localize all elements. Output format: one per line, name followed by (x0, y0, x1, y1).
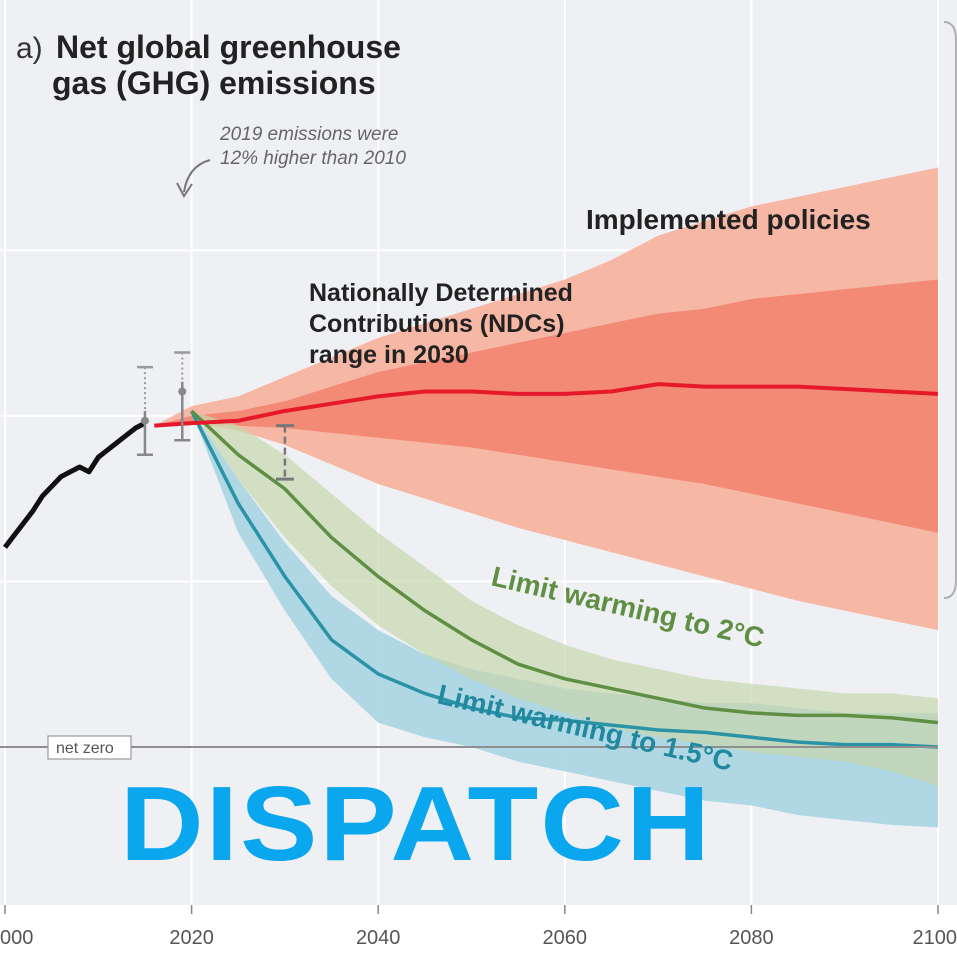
x-tick-label-1: 2020 (169, 927, 214, 949)
ndc-label-line2: Contributions (NDCs) (309, 310, 565, 338)
x-tick-label-0: 000 (0, 927, 33, 949)
chart-title-line1: Net global greenhouse (56, 29, 401, 65)
x-axis-strip (0, 905, 957, 961)
x-tick-label-4: 2080 (729, 927, 774, 949)
x-axis: 000 2020 2040 2060 2080 2100 (0, 905, 957, 961)
net-zero-label: net zero (56, 740, 114, 757)
chart-title-prefix: a) (16, 32, 43, 65)
error-bar-point-0 (141, 417, 149, 425)
x-tick-label-3: 2060 (543, 927, 588, 949)
ndc-label-line1: Nationally Determined (309, 279, 573, 307)
chart-title-line2: gas (GHG) emissions (52, 65, 376, 101)
callout-text-line1: 2019 emissions were (219, 124, 398, 145)
watermark: DISPATCH (120, 765, 712, 883)
series-label-implemented-policies: Implemented policies (586, 204, 871, 235)
error-bar-point-1 (178, 387, 186, 395)
ndc-label-line3: range in 2030 (309, 341, 469, 369)
x-tick-label-2: 2040 (356, 927, 401, 949)
callout-text-line2: 12% higher than 2010 (220, 148, 406, 169)
x-tick-label-5: 2100 (913, 927, 957, 949)
